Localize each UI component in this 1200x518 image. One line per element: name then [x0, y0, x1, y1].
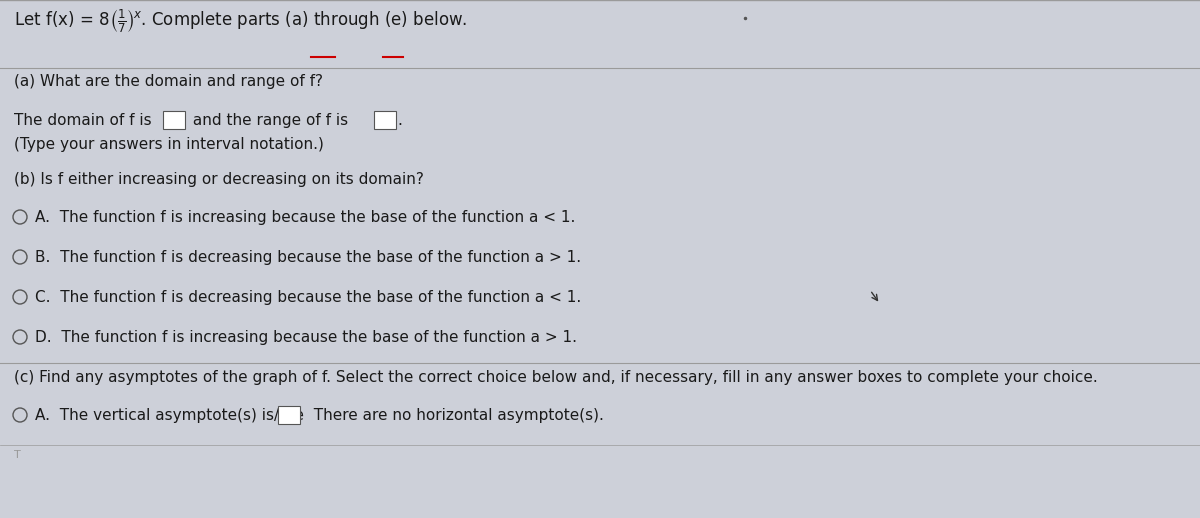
- Text: .: .: [397, 113, 402, 128]
- Text: T: T: [14, 450, 20, 460]
- Text: B.  The function f is decreasing because the base of the function a > 1.: B. The function f is decreasing because …: [35, 250, 581, 265]
- Text: There are no horizontal asymptote(s).: There are no horizontal asymptote(s).: [304, 408, 604, 423]
- Text: (Type your answers in interval notation.): (Type your answers in interval notation.…: [14, 137, 324, 152]
- Bar: [278, 406, 300, 424]
- Text: and the range of f is: and the range of f is: [188, 113, 348, 128]
- Text: D.  The function f is increasing because the base of the function a > 1.: D. The function f is increasing because …: [35, 330, 577, 345]
- Text: Let f(x) = 8$\left(\frac{1}{7}\right)^{\!x}$. Complete parts (a) through (e) bel: Let f(x) = 8$\left(\frac{1}{7}\right)^{\…: [14, 8, 467, 35]
- Text: C.  The function f is decreasing because the base of the function a < 1.: C. The function f is decreasing because …: [35, 290, 581, 305]
- Text: (b) Is f either increasing or decreasing on its domain?: (b) Is f either increasing or decreasing…: [14, 172, 424, 187]
- Text: A.  The vertical asymptote(s) is/are: A. The vertical asymptote(s) is/are: [35, 408, 304, 423]
- Text: A.  The function f is increasing because the base of the function a < 1.: A. The function f is increasing because …: [35, 210, 575, 225]
- Text: (a) What are the domain and range of f?: (a) What are the domain and range of f?: [14, 74, 323, 89]
- Bar: [163, 111, 185, 129]
- Text: The domain of f is: The domain of f is: [14, 113, 151, 128]
- Text: (c) Find any asymptotes of the graph of f. Select the correct choice below and, : (c) Find any asymptotes of the graph of …: [14, 370, 1098, 385]
- Bar: [374, 111, 396, 129]
